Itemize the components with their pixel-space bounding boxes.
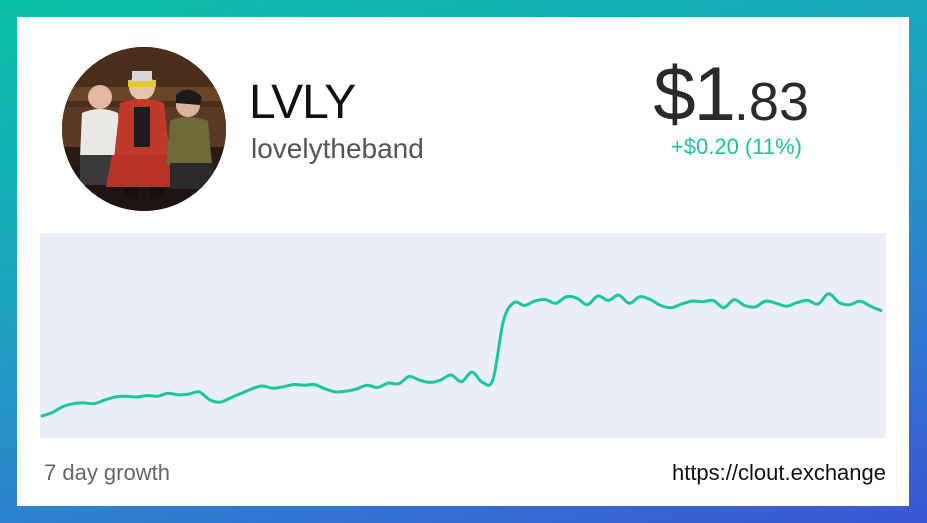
price-decimal: .83: [733, 72, 809, 132]
avatar: [62, 47, 226, 211]
artist-handle: lovelytheband: [251, 133, 424, 164]
price-chart: [40, 233, 886, 438]
price-chart-svg: [40, 292, 883, 418]
period-label: 7 day growth: [44, 460, 170, 485]
share-card: LVLY lovelytheband $1.83 +$0.20 (11%) 7 …: [17, 17, 909, 506]
price-whole: $1: [653, 52, 736, 137]
price-series-line: [40, 292, 883, 418]
price-display: $1.83: [653, 57, 809, 133]
band-photo: [62, 47, 226, 211]
price-change: +$0.20 (11%): [670, 134, 802, 159]
site-url[interactable]: https://clout.exchange: [671, 460, 886, 485]
artist-name: LVLY: [249, 76, 356, 129]
